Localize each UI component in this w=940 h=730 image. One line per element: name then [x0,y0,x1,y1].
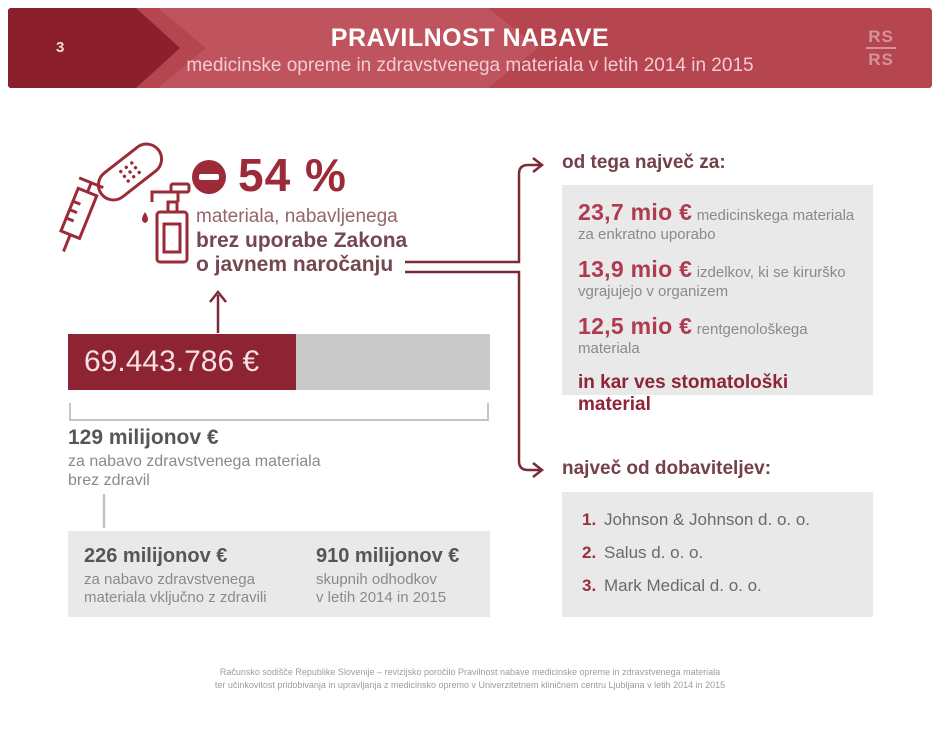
slide-subtitle: medicinske opreme in zdravstvenega mater… [186,55,754,76]
percentage-value: 54 % [238,149,347,201]
page-number: 3 [56,39,65,56]
breakdown-item-desc: izdelkov, ki se kirurško [696,264,846,281]
footer-source-note: Računsko sodišče Republike Slovenije – r… [0,666,940,692]
supplier-row: 2. Salus d. o. o. [582,543,853,563]
header-band: 3 PRAVILNOST NABAVE medicinske opreme in… [8,8,932,88]
breakdown-item-desc: medicinskega materiala [696,207,855,224]
totals-right-value: 910 milijonov € [316,545,460,567]
supplier-row: 1. Johnson & Johnson d. o. o. [582,510,853,530]
totals-left-value: 226 milijonov € [84,545,228,567]
bar-total-desc-line1: za nabavo zdravstvenega materiala [68,453,321,470]
supplier-name: Mark Medical d. o. o. [604,576,762,595]
supplier-rank: 1. [582,510,597,529]
header-chevron-decoration [158,8,538,88]
totals-left-column: 226 milijonov € za nabavo zdravstvenega … [84,545,267,607]
rs-court-of-audit-logo: RS RS [864,28,898,68]
breakdown-item-desc2: vgrajujejo v organizem [578,283,729,300]
bar-total-desc-line2: brez zdravil [68,472,150,489]
breakdown-item-desc: rentgenološkega materiala [578,321,808,357]
dispenser-icon [142,182,191,264]
highlight-text-line3: o javnem naročanju [196,253,394,276]
totals-right-desc-line1: skupnih odhodkov [316,571,437,588]
breakdown-box: 23,7 mio € medicinskega materiala za enk… [562,185,873,415]
footer-line2: ter učinkovitost pridobivanja in upravlj… [214,680,726,690]
breakdown-note: in kar ves stomatološki material [578,372,789,415]
supplier-row: 3. Mark Medical d. o. o. [582,576,853,596]
branch-connector [405,157,545,478]
breakdown-heading: od tega največ za: [562,152,726,173]
slide-title: PRAVILNOST NABAVE [330,24,610,52]
totals-left-desc-line2: materiala vključno z zdravili [84,589,267,606]
breakdown-item-value: 12,5 mio € [578,313,693,339]
bar-bracket [69,403,489,421]
supplier-name: Salus d. o. o. [604,543,704,562]
bar-total-description: za nabavo zdravstvenega materiala brez z… [68,452,321,490]
medical-icons-group [59,142,191,264]
rs-logo-top: RS [868,27,894,46]
supplier-name: Johnson & Johnson d. o. o. [604,510,811,529]
suppliers-heading: največ od dobaviteljev: [562,458,772,479]
totals-left-description: za nabavo zdravstvenega materiala vključ… [84,571,267,607]
breakdown-item: 12,5 mio € rentgenološkega materiala [578,313,857,358]
syringe-icon [59,176,104,252]
rs-logo-bottom: RS [868,50,894,69]
supplier-rank: 2. [582,543,597,562]
rs-logo-divider [866,47,896,49]
totals-right-column: 910 milijonov € skupnih odhodkov v letih… [316,545,459,607]
highlight-text-line2: brez uporabe Zakona [196,229,408,252]
highlight-text-line1: materiala, nabavljenega [196,206,398,227]
totals-right-description: skupnih odhodkov v letih 2014 in 2015 [316,571,459,607]
breakdown-item-value: 13,9 mio € [578,256,693,282]
totals-right-desc-line2: v letih 2014 in 2015 [316,589,447,606]
bar-value-label: 69.443.786 € [84,345,260,378]
breakdown-item: 23,7 mio € medicinskega materiala za enk… [578,199,857,244]
minus-circle-icon [192,160,226,194]
footer-line1: Računsko sodišče Republike Slovenije – r… [219,667,721,677]
supplier-rank: 3. [582,576,597,595]
breakdown-item-desc2: za enkratno uporabo [578,226,716,243]
minus-bar [199,174,219,180]
up-arrow [209,289,227,333]
bar-total-track: 69.443.786 € [68,334,490,390]
totals-box: 226 milijonov € za nabavo zdravstvenega … [68,531,490,617]
breakdown-item: 13,9 mio € izdelkov, ki se kirurško vgra… [578,256,857,301]
breakdown-item-value: 23,7 mio € [578,199,693,225]
bar-total-label: 129 milijonov € [68,426,219,449]
bandage-icon [96,142,164,202]
suppliers-box: 1. Johnson & Johnson d. o. o. 2. Salus d. … [562,492,873,617]
highlight-text-bold: brez uporabe Zakona o javnem naročanju [196,229,407,277]
bar-highlight-segment: 69.443.786 € [68,334,296,390]
totals-left-desc-line1: za nabavo zdravstvenega [84,571,255,588]
